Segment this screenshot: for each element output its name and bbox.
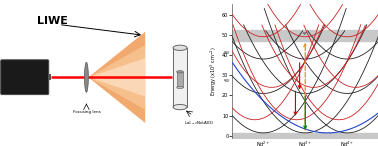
Text: $\psi_e$: $\psi_e$: [302, 30, 308, 37]
Text: La$_{1-x}$Nd$_x$AlO$_3$: La$_{1-x}$Nd$_x$AlO$_3$: [184, 119, 214, 127]
Polygon shape: [88, 32, 145, 123]
Text: $\psi_{4f}$: $\psi_{4f}$: [223, 49, 231, 57]
Text: $\psi_{4f}$: $\psi_{4f}$: [223, 77, 231, 85]
Polygon shape: [88, 58, 145, 97]
Text: LIWE: LIWE: [37, 16, 68, 26]
FancyBboxPatch shape: [1, 60, 49, 95]
Ellipse shape: [173, 45, 187, 50]
Ellipse shape: [177, 86, 183, 89]
Y-axis label: Energy (x10$^3$ cm$^{-1}$): Energy (x10$^3$ cm$^{-1}$): [209, 46, 219, 96]
Ellipse shape: [85, 62, 88, 92]
Text: CW 808 nm
laser: CW 808 nm laser: [11, 69, 38, 81]
Polygon shape: [88, 45, 145, 110]
Bar: [48, 74, 51, 80]
Bar: [173, 48, 187, 107]
Ellipse shape: [177, 71, 183, 73]
Ellipse shape: [173, 104, 187, 110]
Text: Focusing lens: Focusing lens: [73, 110, 100, 114]
Bar: [177, 72, 183, 87]
